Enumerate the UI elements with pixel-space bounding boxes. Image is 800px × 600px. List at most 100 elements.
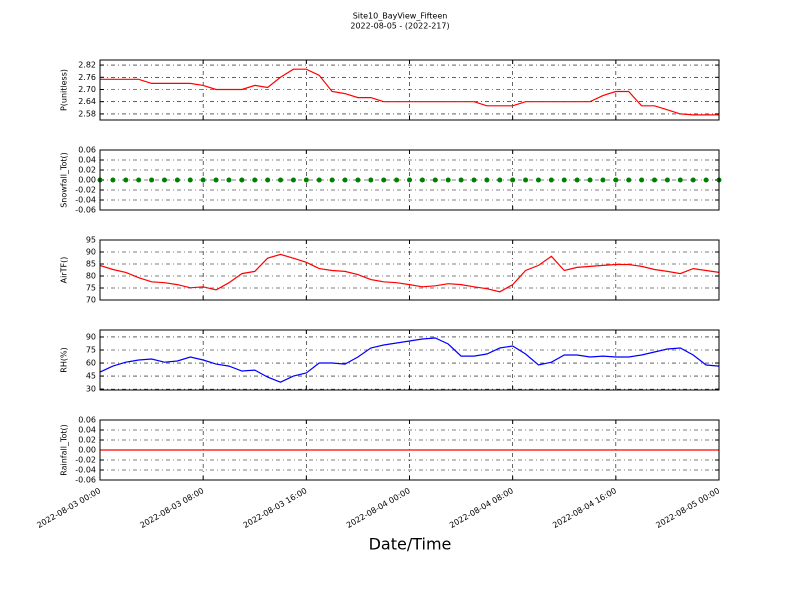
y-tick-label: 0.02: [78, 436, 96, 445]
data-point: [652, 177, 658, 183]
y-tick-label: -0.06: [75, 206, 96, 215]
plot-frame: [99, 329, 720, 391]
y-tick-label: 0.04: [78, 156, 96, 165]
data-point: [510, 177, 516, 183]
y-axis-label: Snowfall_Tot(): [60, 152, 69, 208]
data-point: [677, 177, 683, 183]
y-tick-label: -0.02: [75, 456, 96, 465]
y-tick-label: 80: [86, 272, 96, 281]
x-tick-label: 2022-08-04 16:00: [551, 486, 618, 530]
data-point: [587, 177, 593, 183]
y-tick-label: -0.04: [75, 196, 96, 205]
data-point: [639, 177, 645, 183]
x-axis-label: Date/Time: [369, 535, 452, 554]
x-tick-label: 2022-08-03 00:00: [35, 486, 102, 530]
y-tick-label: 2.70: [78, 85, 96, 94]
data-point: [110, 177, 116, 183]
data-point: [561, 177, 567, 183]
data-point: [381, 177, 387, 183]
data-point: [355, 177, 361, 183]
data-point: [252, 177, 258, 183]
data-point: [174, 177, 180, 183]
data-point: [123, 177, 129, 183]
y-axis-label: P(unitless): [60, 69, 69, 111]
data-point: [419, 177, 425, 183]
data-point: [303, 177, 309, 183]
x-tick-label: 2022-08-03 08:00: [138, 486, 205, 530]
data-line: [99, 253, 720, 293]
data-line: [99, 337, 720, 383]
y-tick-label: 85: [86, 260, 96, 269]
data-point: [458, 177, 464, 183]
y-tick-label: 0.06: [78, 416, 96, 425]
y-tick-label: 75: [86, 284, 96, 293]
x-tick-label: 2022-08-05 00:00: [654, 486, 721, 530]
data-point: [600, 177, 606, 183]
data-point: [445, 177, 451, 183]
data-point: [626, 177, 632, 183]
y-tick-label: -0.02: [75, 186, 96, 195]
data-point: [278, 177, 284, 183]
y-tick-label: 2.82: [78, 61, 96, 70]
data-point: [497, 177, 503, 183]
data-point: [136, 177, 142, 183]
data-point: [548, 177, 554, 183]
figure-title: Site10_BayView_Fifteen: [353, 12, 448, 21]
x-tick-label: 2022-08-03 16:00: [242, 486, 309, 530]
y-tick-label: 0.04: [78, 426, 96, 435]
data-point: [664, 177, 670, 183]
data-point: [329, 177, 335, 183]
data-point: [239, 177, 245, 183]
y-axis-label: RH(%): [60, 347, 69, 372]
plot-frame: [99, 59, 720, 121]
data-point: [690, 177, 696, 183]
y-tick-label: 0.00: [78, 176, 96, 185]
data-point: [213, 177, 219, 183]
data-point: [432, 177, 438, 183]
data-point: [394, 177, 400, 183]
plot-frame: [99, 149, 720, 211]
y-tick-label: 0.06: [78, 146, 96, 155]
y-tick-label: 90: [86, 248, 96, 257]
y-tick-label: 70: [86, 296, 96, 305]
y-tick-label: -0.04: [75, 466, 96, 475]
y-tick-label: 0.00: [78, 446, 96, 455]
data-point: [471, 177, 477, 183]
data-point: [187, 177, 193, 183]
y-tick-label: 95: [86, 236, 96, 245]
data-point: [368, 177, 374, 183]
y-tick-label: 0.02: [78, 166, 96, 175]
data-point: [613, 177, 619, 183]
data-point: [290, 177, 296, 183]
y-tick-label: 75: [86, 346, 96, 355]
y-axis-label: AirTF(): [60, 257, 69, 284]
y-tick-label: 60: [86, 359, 96, 368]
data-point: [484, 177, 490, 183]
data-point: [342, 177, 348, 183]
data-point: [703, 177, 709, 183]
plot-frame: [99, 419, 720, 481]
data-point: [407, 177, 412, 183]
y-tick-label: 90: [86, 332, 96, 341]
x-tick-label: 2022-08-04 00:00: [345, 486, 412, 530]
figure-subtitle: 2022-08-05 - (2022-217): [350, 22, 449, 31]
data-point: [226, 177, 232, 183]
y-tick-label: 2.64: [78, 97, 96, 106]
y-tick-label: 45: [86, 372, 96, 381]
data-point: [149, 177, 155, 183]
y-tick-label: 2.76: [78, 73, 96, 82]
data-point: [316, 177, 322, 183]
plot-frame: [99, 239, 720, 301]
y-axis-label: Rainfall_Tot(): [60, 424, 69, 476]
y-tick-label: 2.58: [78, 109, 96, 118]
data-point: [523, 177, 529, 183]
data-point: [574, 177, 580, 183]
data-point: [161, 177, 167, 183]
data-line: [100, 68, 719, 116]
data-point: [200, 177, 206, 183]
x-tick-label: 2022-08-04 08:00: [448, 486, 515, 530]
data-point: [265, 177, 271, 183]
y-tick-label: 30: [86, 385, 96, 394]
y-tick-label: -0.06: [75, 476, 96, 485]
